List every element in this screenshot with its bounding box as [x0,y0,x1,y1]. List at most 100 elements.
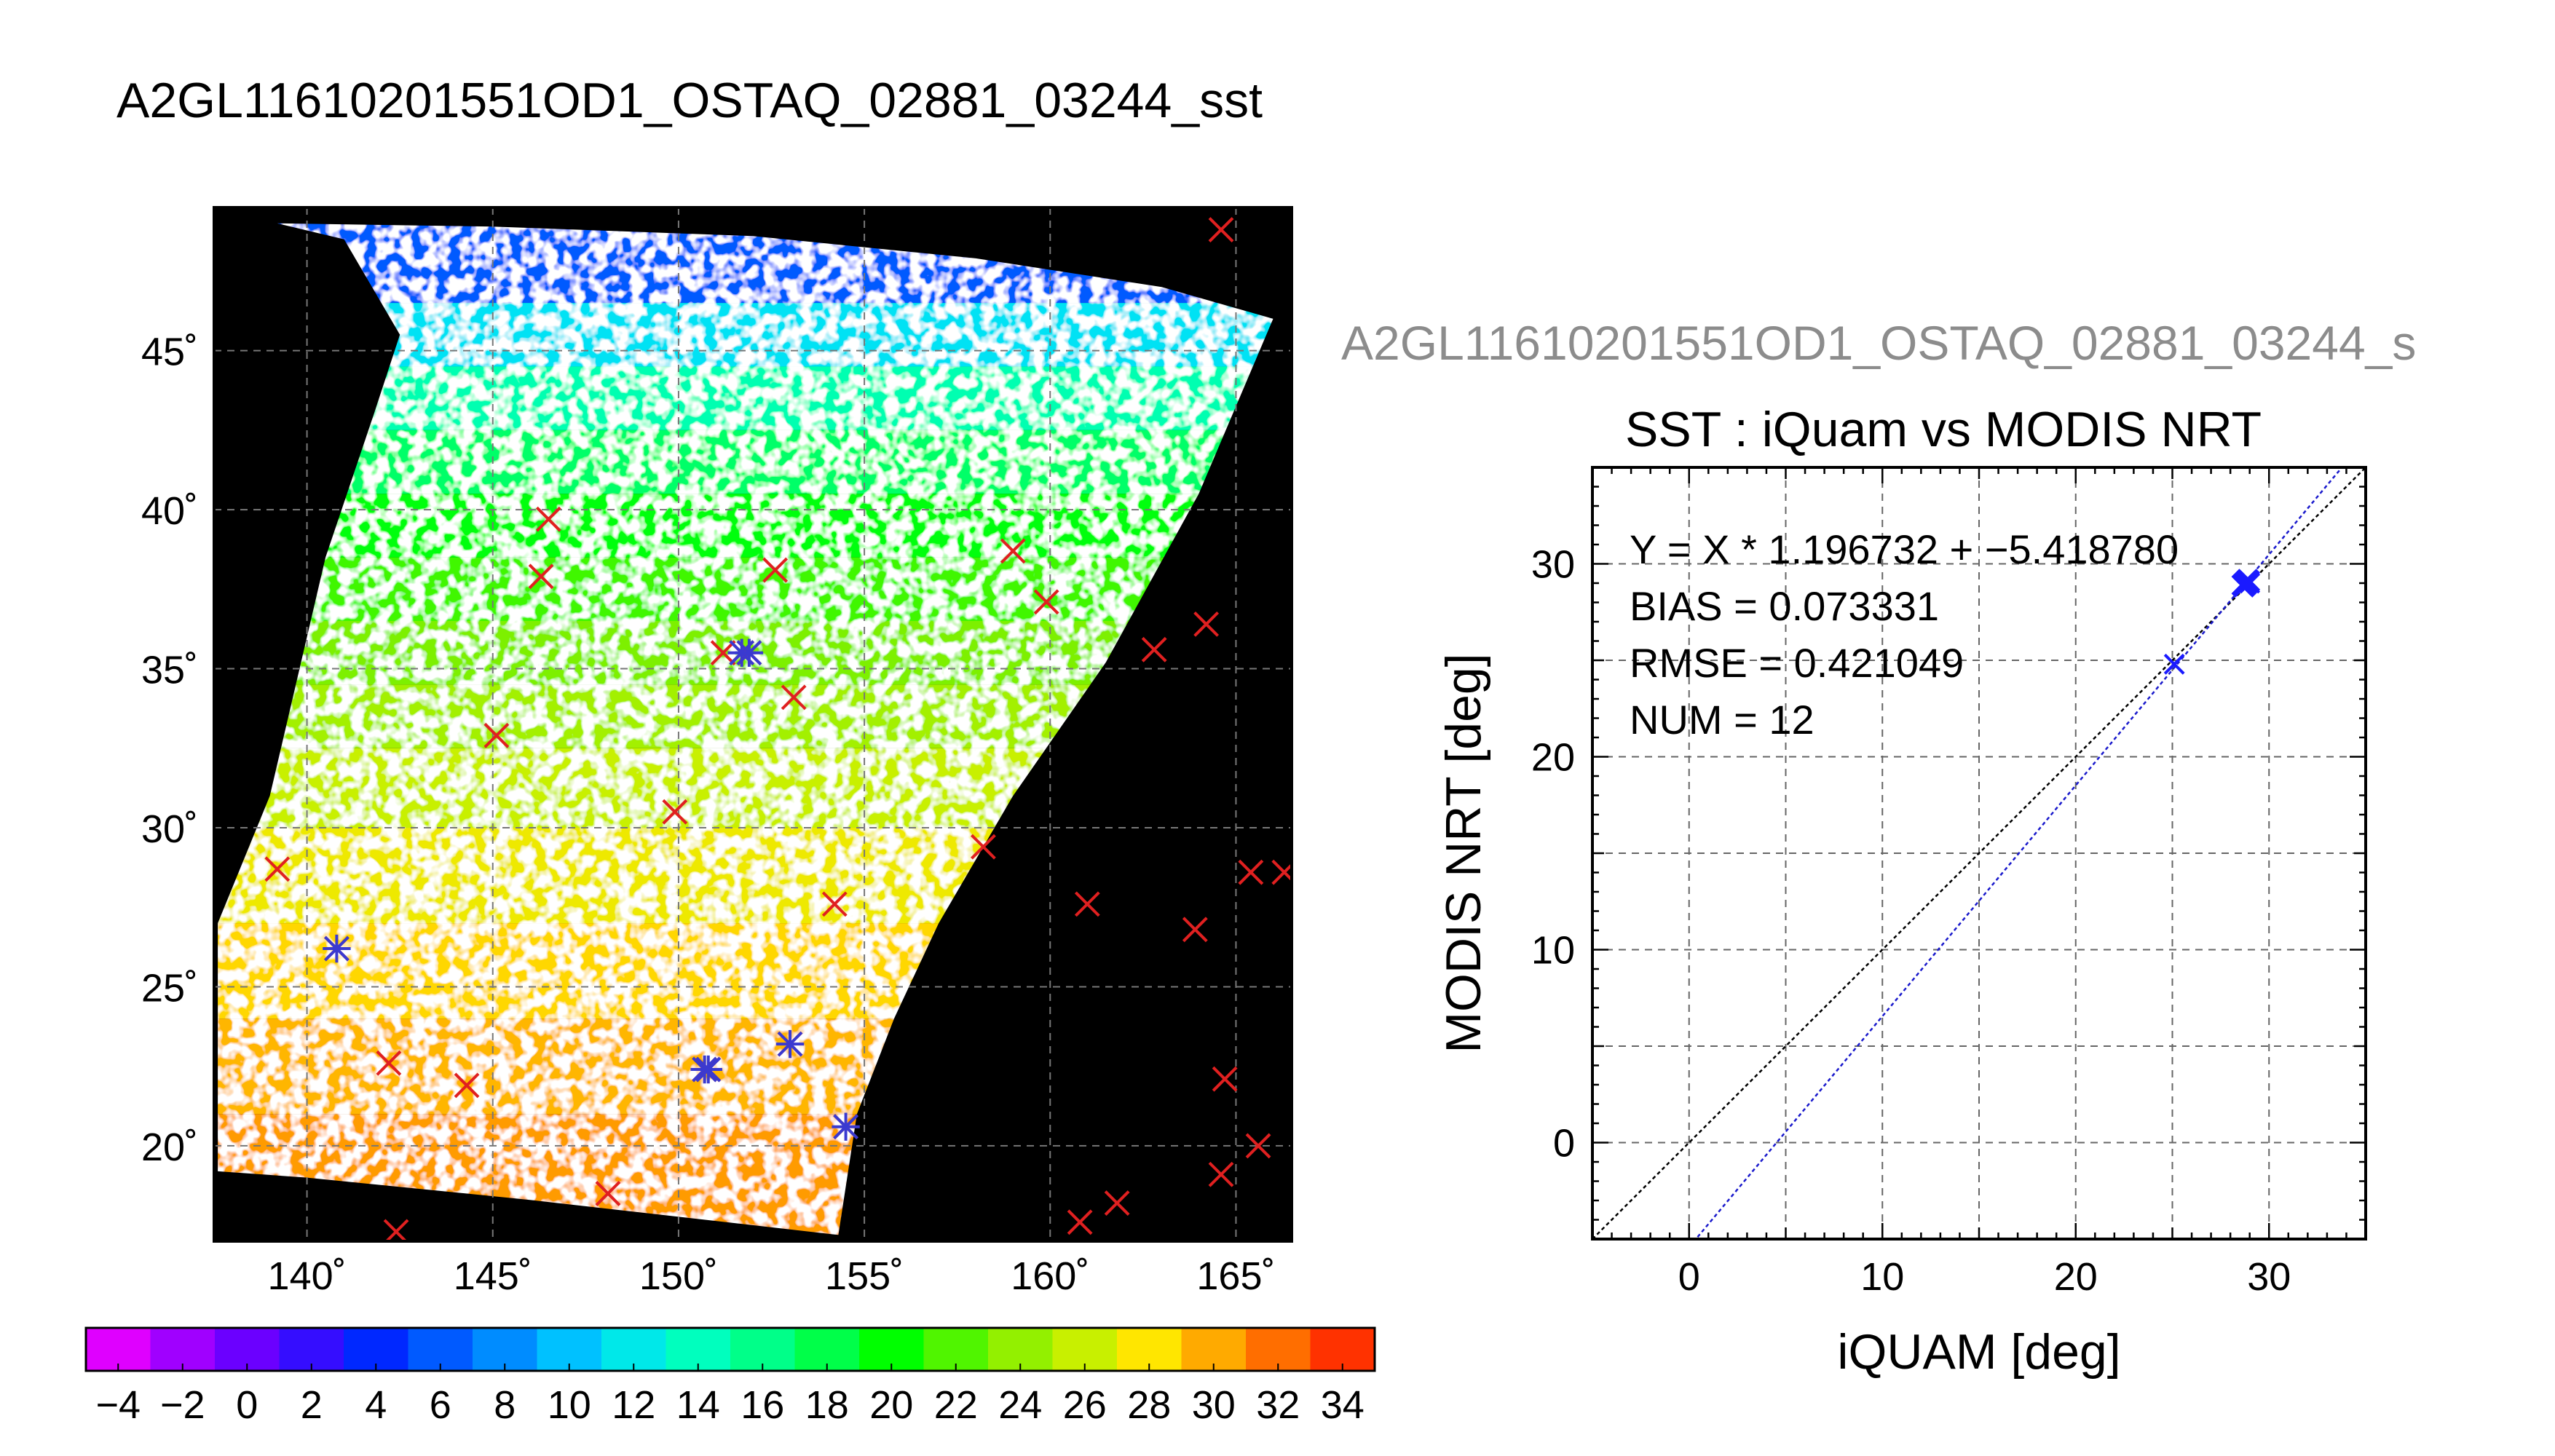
matched-buoy-marker [735,638,764,667]
colorbar-tick-label: 18 [805,1383,849,1427]
unmatched-buoy-marker [1271,859,1292,885]
stats-box: Y = X * 1.196732 + −5.418780 BIAS = 0.07… [1630,526,2179,743]
stats-num: NUM = 12 [1630,697,1814,743]
longitude-tick-label: 145˚ [454,1254,532,1298]
unmatched-buoy-marker [1074,891,1100,917]
unmatched-buoy-marker [970,834,996,860]
longitude-tick-label: 155˚ [825,1254,904,1298]
map-latitude-labels: 20˚ 25˚ 30˚ 35˚ 40˚ 45˚ [141,331,198,1169]
y-tick-label: 20 [1531,736,1575,780]
matched-buoy-marker [775,1029,805,1059]
scatter-plot: 0 10 20 30 0 10 20 30 Y = X * 1.196732 + −5.418… [1436,466,2367,1380]
longitude-tick-label: 160˚ [1011,1254,1089,1298]
colorbar-tick-label: 2 [301,1383,323,1427]
unmatched-buoy-marker [821,891,848,917]
colorbar-tick-label: 0 [236,1383,258,1427]
latitude-tick-label: 20˚ [141,1125,198,1169]
map-title: A2GL11610201551OD1_OSTAQ_02881_03244_sst [117,73,1263,128]
map-longitude-labels: 140˚ 145˚ 150˚ 155˚ 160˚ 165˚ [268,1254,1276,1298]
unmatched-buoy-marker [781,684,807,711]
colorbar-tick-label: 30 [1192,1383,1236,1427]
latitude-tick-label: 45˚ [141,331,198,374]
unmatched-buoy-marker [454,1072,480,1099]
scatter-gridlines [1592,467,2366,1239]
stats-rmse: RMSE = 0.421049 [1630,640,1964,686]
identity-line [1592,467,2366,1239]
unmatched-buoy-marker [1067,1209,1093,1235]
stats-bias: BIAS = 0.073331 [1630,583,1939,629]
colorbar-tick-label: 32 [1256,1383,1300,1427]
matched-buoy-marker [694,1055,722,1084]
scatter-points [2163,569,2261,675]
colorbar-tick-label: −4 [95,1383,141,1427]
colorbar-tick-label: 34 [1321,1383,1365,1427]
x-tick-label: 10 [1860,1255,1904,1299]
matched-buoy-marker [832,1112,860,1141]
colorbar: −4 −2 0 2 4 6 8 10 12 14 16 18 20 22 24 26 28 30 32 34 [84,1326,1376,1427]
matched-buoy-marker [323,934,351,963]
unmatched-buoy-marker [528,563,554,590]
longitude-tick-label: 150˚ [639,1254,718,1298]
x-tick-label: 20 [2054,1255,2098,1299]
scatter-point [2163,653,2185,675]
unmatched-buoy-marker [376,1050,402,1076]
unmatched-buoy-marker [1182,917,1208,943]
colorbar-tick-label: 16 [741,1383,784,1427]
colorbar-tick-label: 10 [548,1383,591,1427]
unmatched-buoy-marker [1212,1066,1238,1092]
latitude-tick-label: 30˚ [141,807,198,851]
y-axis-label: MODIS NRT [deg] [1436,653,1491,1053]
unmatched-buoy-marker [1104,1190,1130,1216]
colorbar-tick-label: 6 [430,1383,451,1427]
colorbar-tick-label: 22 [934,1383,978,1427]
colorbar-tick-label: 4 [365,1383,387,1427]
unmatched-buoy-marker [595,1181,621,1206]
stats-fit-equation: Y = X * 1.196732 + −5.418780 [1630,526,2179,572]
scatter-title: SST : iQuam vs MODIS NRT [1625,402,2262,457]
sst-map: 20˚25˚30˚35˚40˚45˚ 140˚ 145˚ 150˚ 155˚ 160˚ 1… [141,206,1293,1298]
scatter-tick-labels: 0 10 20 30 0 10 20 30 [1531,543,2291,1299]
colorbar-tick-label: 24 [998,1383,1042,1427]
unmatched-buoy-marker [264,856,291,882]
unmatched-buoy-marker [1238,859,1264,885]
latitude-tick-label: 40˚ [141,489,198,533]
unmatched-buoy-marker [535,506,561,532]
colorbar-tick-label: 20 [869,1383,913,1427]
y-tick-label: 0 [1553,1122,1575,1166]
x-tick-label: 0 [1678,1255,1700,1299]
colorbar-frame [84,1326,1376,1372]
colorbar-tick-label: −2 [160,1383,205,1427]
map-frame [213,206,1293,1243]
scatter-point [2237,570,2259,592]
unmatched-buoy-marker [1208,1161,1234,1187]
map-gridlines [214,207,1292,1241]
x-tick-label: 30 [2247,1255,2291,1299]
colorbar-tick-label: 12 [612,1383,655,1427]
colorbar-tick-label: 26 [1063,1383,1107,1427]
unmatched-buoy-marker [1000,538,1026,564]
unmatched-buoy-marker [1033,589,1059,615]
longitude-tick-label: 140˚ [268,1254,347,1298]
unmatched-buoy-marker [762,557,789,583]
y-tick-label: 30 [1531,543,1575,587]
unmatched-buoy-marker [662,799,688,825]
colorbar-tick-label: 28 [1127,1383,1171,1427]
y-tick-label: 10 [1531,929,1575,973]
unmatched-buoy-marker [383,1219,409,1241]
map-markers [264,217,1292,1241]
longitude-tick-label: 165˚ [1196,1254,1275,1298]
colorbar-tick-label: 8 [494,1383,516,1427]
colorbar-tick-label: 14 [676,1383,720,1427]
unmatched-buoy-marker [1245,1133,1271,1159]
unmatched-buoy-marker [710,640,736,666]
x-axis-label: iQUAM [deg] [1837,1324,2120,1380]
latitude-tick-label: 25˚ [141,966,198,1010]
unmatched-buoy-marker [483,722,510,748]
unmatched-buoy-marker [1193,611,1220,637]
unmatched-buoy-marker [1141,636,1167,662]
latitude-tick-label: 35˚ [141,649,198,692]
scatter-ticks [1591,466,2367,1241]
scatter-header: A2GL11610201551OD1_OSTAQ_02881_03244_s [1341,316,2416,370]
unmatched-buoy-marker [1208,217,1234,242]
colorbar-labels: −4 −2 0 2 4 6 8 10 12 14 16 18 20 22 24 26 28 30 32 34 [95,1364,1365,1427]
